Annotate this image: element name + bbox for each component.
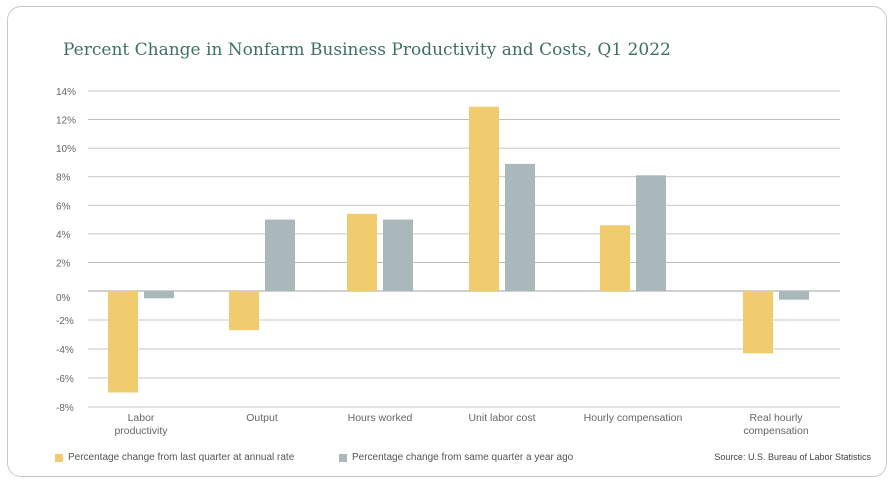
- bar: [743, 291, 773, 354]
- bar: [108, 291, 138, 393]
- bar: [347, 213, 377, 291]
- x-category-label: Labor productivity: [114, 412, 168, 437]
- x-category-label: Output: [246, 412, 278, 424]
- y-tick-label: 10%: [56, 144, 76, 155]
- bar: [144, 291, 174, 299]
- y-tick-label: 2%: [56, 258, 71, 269]
- bar: [265, 219, 295, 291]
- y-tick-label: 12%: [56, 116, 76, 127]
- chart-card: Percent Change in Nonfarm Business Produ…: [7, 6, 887, 477]
- bar: [779, 291, 809, 300]
- legend-swatch-series-1: [55, 453, 63, 462]
- legend-item-series-2: Percentage change from same quarter a ye…: [339, 452, 573, 463]
- bar: [505, 163, 535, 291]
- x-category-label: Unit labor cost: [468, 412, 535, 424]
- x-category-label-line: Real hourly: [749, 412, 803, 424]
- legend-label-series-2: Percentage change from same quarter a ye…: [352, 452, 574, 463]
- source-note: Source: U.S. Bureau of Labor Statistics: [714, 452, 871, 462]
- bar: [229, 291, 259, 331]
- x-category-label-line: compensation: [743, 425, 809, 437]
- legend-label-series-1: Percentage change from last quarter at a…: [68, 452, 295, 463]
- y-tick-label: 0%: [56, 293, 71, 304]
- bar: [600, 225, 630, 291]
- y-tick-label: -8%: [56, 403, 74, 414]
- legend-item-series-1: Percentage change from last quarter at a…: [55, 452, 294, 463]
- x-category-label: Hours worked: [348, 412, 413, 424]
- y-tick-label: -4%: [56, 345, 74, 356]
- bar: [469, 106, 499, 291]
- bar: [383, 219, 413, 291]
- chart-title: Percent Change in Nonfarm Business Produ…: [63, 40, 671, 60]
- y-tick-label: -2%: [56, 316, 74, 327]
- x-category-label-line: Output: [246, 412, 278, 424]
- bar: [636, 175, 666, 291]
- y-tick-label: 14%: [56, 87, 76, 98]
- y-tick-label: 6%: [56, 201, 71, 212]
- x-category-label-line: Unit labor cost: [468, 412, 535, 424]
- x-category-label-line: Hourly compensation: [584, 412, 683, 424]
- y-tick-label: -6%: [56, 374, 74, 385]
- x-category-label-line: productivity: [114, 425, 168, 437]
- legend-swatch-series-2: [339, 453, 347, 462]
- x-category-label-line: Hours worked: [348, 412, 413, 424]
- x-category-label: Hourly compensation: [584, 412, 683, 424]
- y-tick-label: 4%: [56, 230, 71, 241]
- x-category-label: Real hourly compensation: [743, 412, 809, 437]
- y-tick-label: 8%: [56, 173, 71, 184]
- x-category-label-line: Labor: [128, 412, 155, 424]
